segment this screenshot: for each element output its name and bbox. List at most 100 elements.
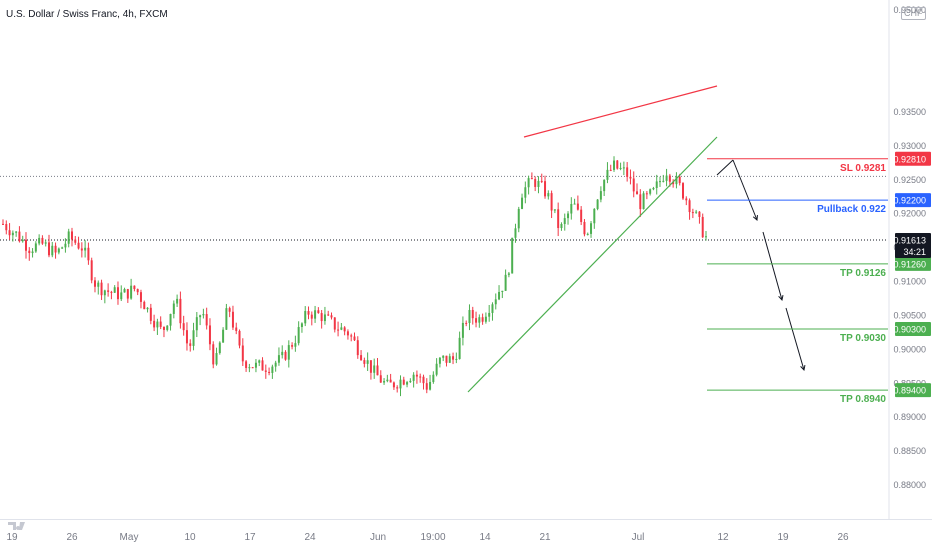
x-tick-label: May — [120, 532, 139, 543]
candle-body — [281, 351, 284, 356]
candle-body — [153, 320, 156, 328]
candle-body — [649, 189, 652, 194]
candle-body — [514, 228, 517, 238]
candle-body — [642, 193, 645, 210]
candle-body — [590, 223, 593, 234]
candle-body — [80, 248, 83, 251]
y-tick-label: 0.90000 — [893, 344, 926, 354]
candle-body — [245, 361, 248, 368]
x-tick-label: 19 — [6, 532, 18, 543]
candle-body — [688, 200, 691, 213]
level-label-pullback: Pullback 0.922 — [817, 204, 886, 215]
candle-body — [84, 247, 87, 251]
candle-body — [41, 237, 44, 244]
projection-line — [732, 159, 758, 221]
candle-body — [626, 167, 629, 177]
candle-body — [481, 317, 484, 322]
candle-body — [682, 183, 685, 199]
y-tick-label: 0.88000 — [893, 480, 926, 490]
candle-body — [376, 365, 379, 376]
candle-body — [136, 289, 139, 293]
candle-body — [547, 193, 550, 197]
candle-body — [668, 175, 671, 182]
candle-body — [629, 176, 632, 179]
candle-body — [379, 375, 382, 383]
candle-body — [586, 233, 589, 235]
candle-body — [465, 322, 468, 324]
candle-body — [455, 358, 458, 360]
candle-body — [333, 317, 336, 330]
tradingview-logo-icon — [8, 522, 25, 530]
candle-body — [501, 290, 504, 292]
candle-body — [396, 387, 399, 389]
candle-body — [672, 181, 675, 185]
last-price-text: 0.91613 — [893, 235, 926, 245]
candle-body — [192, 330, 195, 346]
x-tick-label: Jun — [370, 532, 386, 543]
candle-body — [139, 292, 142, 302]
candle-body — [320, 313, 323, 322]
candle-body — [149, 307, 152, 321]
candle-body — [353, 336, 356, 341]
candle-body — [300, 323, 303, 328]
chart-title: U.S. Dollar / Swiss Franc, 4h, FXCM — [6, 9, 168, 20]
x-tick-label: 24 — [304, 532, 316, 543]
x-tick-label: 17 — [244, 532, 256, 543]
candle-body — [392, 382, 395, 388]
candle-body — [678, 176, 681, 184]
candle-body — [366, 360, 369, 364]
candle-body — [442, 355, 445, 358]
candle-body — [346, 331, 349, 336]
candle-body — [166, 325, 169, 330]
candle-body — [159, 321, 162, 327]
candle-body — [179, 298, 182, 324]
candle-body — [599, 191, 602, 200]
candle-body — [383, 381, 386, 383]
arrow-head-icon — [752, 214, 758, 222]
candle-body — [415, 374, 418, 377]
candle-body — [665, 175, 668, 181]
candle-body — [304, 311, 307, 324]
candle-body — [662, 180, 665, 182]
candle-body — [639, 194, 642, 210]
level-badge-text: 0.89400 — [893, 386, 926, 396]
candle-body — [458, 337, 461, 359]
candle-body — [218, 342, 221, 354]
candle-body — [231, 311, 234, 328]
candle-body — [172, 303, 175, 314]
candle-body — [553, 209, 556, 211]
candle-body — [386, 379, 389, 382]
last-price-badge — [895, 232, 931, 258]
level-badge-sl — [895, 151, 931, 166]
candle-body — [90, 260, 93, 281]
candle-body — [185, 330, 188, 344]
candle-body — [593, 208, 596, 224]
candle-body — [659, 181, 662, 183]
candle-body — [596, 199, 599, 209]
candle-body — [162, 326, 165, 330]
candle-body — [100, 282, 103, 296]
x-tick-label: 19 — [777, 532, 789, 543]
candle-body — [521, 197, 524, 209]
candle-body — [297, 327, 300, 344]
candle-body — [478, 317, 481, 323]
candle-body — [74, 239, 77, 243]
candle-body — [225, 308, 228, 330]
x-tick-label: 19:00 — [420, 532, 445, 543]
candle-body — [123, 289, 126, 293]
x-tick-label: 12 — [717, 532, 729, 543]
candle-body — [264, 370, 267, 372]
candle-body — [432, 374, 435, 382]
candle-body — [24, 239, 27, 251]
candle-body — [412, 374, 415, 381]
candle-body — [422, 376, 425, 384]
candle-body — [356, 340, 359, 356]
candle-body — [698, 211, 701, 217]
y-tick-label: 0.91000 — [893, 277, 926, 287]
x-tick-label: 26 — [837, 532, 849, 543]
candle-body — [691, 212, 694, 214]
candle-body — [182, 323, 185, 331]
candle-body — [701, 216, 704, 238]
